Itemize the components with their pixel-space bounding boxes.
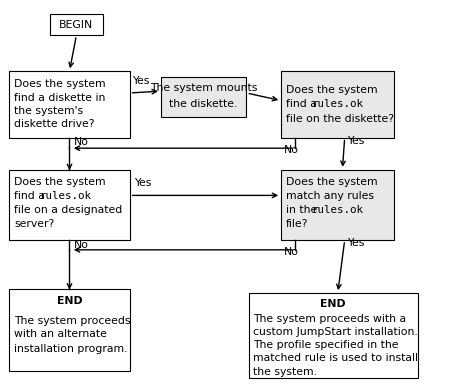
Text: No: No <box>74 240 89 250</box>
Bar <box>281 71 395 137</box>
Text: No: No <box>283 145 298 155</box>
Text: Yes: Yes <box>347 238 364 248</box>
Text: rules.ok: rules.ok <box>311 99 363 110</box>
Text: custom JumpStart installation.: custom JumpStart installation. <box>253 327 418 337</box>
Text: file on a designated: file on a designated <box>14 205 122 215</box>
Text: rules.ok: rules.ok <box>39 191 92 201</box>
Text: rules.ok: rules.ok <box>311 205 363 215</box>
Text: The system mounts: The system mounts <box>150 84 257 93</box>
Text: the diskette.: the diskette. <box>169 99 238 110</box>
Text: file?: file? <box>286 219 308 229</box>
Bar <box>9 170 130 240</box>
Text: server?: server? <box>14 219 54 229</box>
Bar <box>161 77 246 117</box>
Text: file on the diskette?: file on the diskette? <box>286 114 394 124</box>
Text: END: END <box>320 300 346 310</box>
Text: Does the system: Does the system <box>14 79 106 89</box>
Text: BEGIN: BEGIN <box>59 20 93 30</box>
Text: No: No <box>283 247 298 257</box>
Text: END: END <box>57 296 82 306</box>
Text: find a: find a <box>14 191 48 201</box>
Bar <box>9 289 130 371</box>
Text: No: No <box>74 137 89 147</box>
Text: find a: find a <box>286 99 320 110</box>
Text: Yes: Yes <box>347 135 364 146</box>
Text: Yes: Yes <box>134 178 152 188</box>
Text: installation program.: installation program. <box>14 344 127 354</box>
Text: Does the system: Does the system <box>286 85 377 95</box>
Bar <box>50 14 103 35</box>
Bar <box>281 170 395 240</box>
Text: The profile specified in the: The profile specified in the <box>253 340 399 350</box>
Text: the system.: the system. <box>253 367 317 377</box>
Text: match any rules: match any rules <box>286 191 374 201</box>
Bar <box>249 293 418 378</box>
Text: Yes: Yes <box>132 76 149 86</box>
Bar <box>9 71 130 137</box>
Text: diskette drive?: diskette drive? <box>14 119 94 129</box>
Text: Does the system: Does the system <box>286 177 377 187</box>
Text: Does the system: Does the system <box>14 177 106 187</box>
Text: with an alternate: with an alternate <box>14 329 107 339</box>
Text: The system proceeds: The system proceeds <box>14 315 130 325</box>
Text: The system proceeds with a: The system proceeds with a <box>253 313 406 324</box>
Text: find a diskette in: find a diskette in <box>14 93 105 103</box>
Text: the system's: the system's <box>14 106 83 116</box>
Text: in the: in the <box>286 205 320 215</box>
Text: matched rule is used to install: matched rule is used to install <box>253 353 418 363</box>
